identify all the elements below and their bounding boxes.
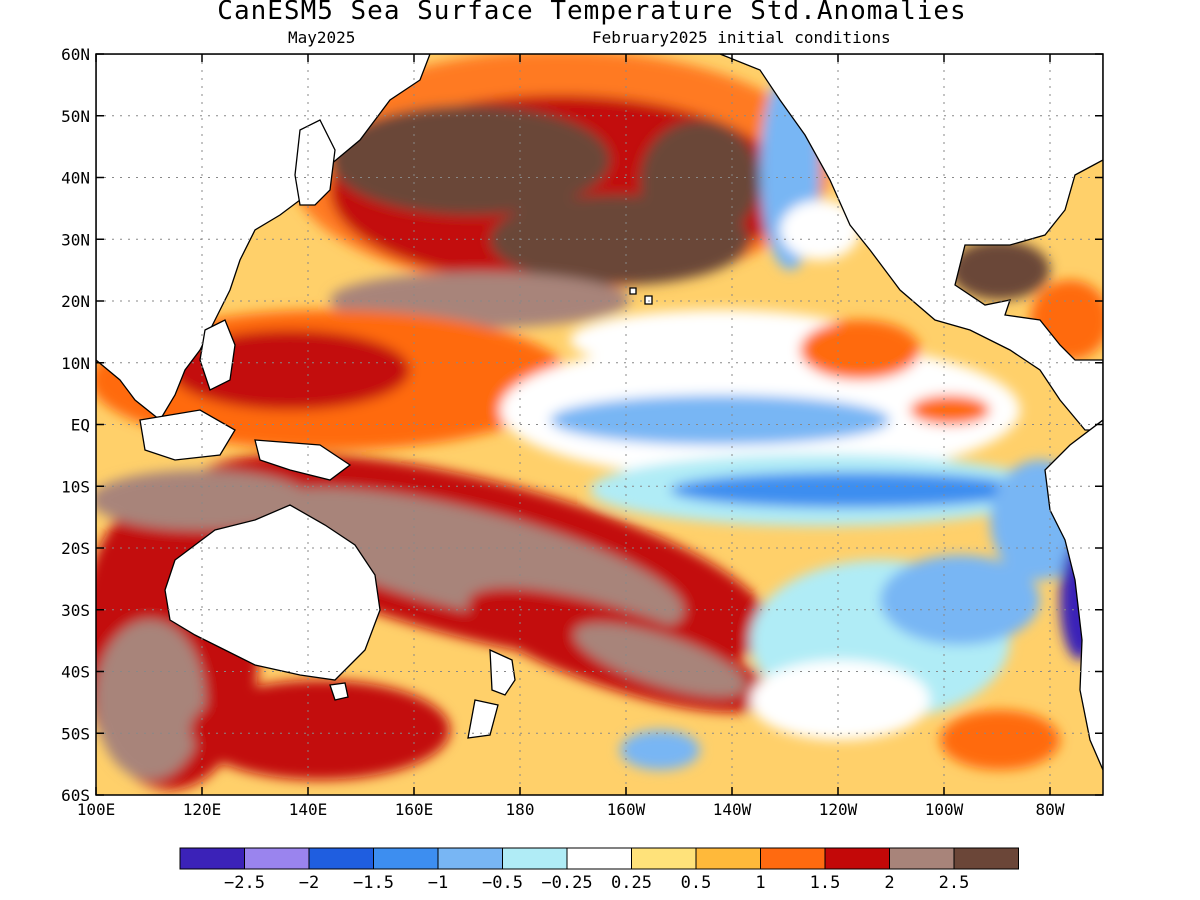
colorbar-label: −1.5 bbox=[353, 873, 394, 893]
initial-conditions-label: February2025 initial conditions bbox=[592, 28, 891, 47]
lon-tick-label: 160W bbox=[607, 800, 646, 819]
lat-tick-label: 60S bbox=[61, 786, 90, 805]
colorbar-swatch bbox=[760, 847, 826, 870]
colorbar-swatch bbox=[437, 847, 503, 870]
colorbar-swatch bbox=[179, 847, 245, 870]
lat-tick-label: EQ bbox=[71, 416, 90, 435]
anomaly-field bbox=[96, 54, 1103, 795]
colorbar-label: 1 bbox=[755, 873, 765, 893]
lat-tick-label: 40S bbox=[61, 663, 90, 682]
colorbar-label: 0.5 bbox=[681, 873, 712, 893]
longitude-axis: 100E 120E 140E 160E 180 160W 140W 120W 100W 80W bbox=[77, 54, 1065, 819]
lon-tick-label: 140E bbox=[289, 800, 328, 819]
forecast-month-label: May2025 bbox=[288, 28, 356, 47]
colorbar-label: 2.5 bbox=[939, 873, 970, 893]
lat-tick-label: 60N bbox=[61, 45, 90, 64]
land-masses bbox=[96, 54, 1103, 771]
lat-tick-label: 40N bbox=[61, 169, 90, 188]
colorbar-swatch bbox=[373, 847, 439, 870]
colorbar-label: 2 bbox=[884, 873, 894, 893]
colorbar-swatch bbox=[953, 847, 1019, 870]
colorbar: −2.5 −2 −1.5 −1 −0.5 −0.25 0.25 0.5 1 1.5 2 2.5 bbox=[179, 847, 1019, 893]
colorbar-swatch bbox=[308, 847, 374, 870]
lat-tick-label: 10N bbox=[61, 354, 90, 373]
grid-lines bbox=[96, 54, 1103, 795]
map-title: CanESM5 Sea Surface Temperature Std.Anom… bbox=[217, 0, 967, 26]
colorbar-swatch bbox=[824, 847, 890, 870]
colorbar-label: −1 bbox=[428, 873, 448, 893]
lon-tick-label: 140W bbox=[713, 800, 752, 819]
lat-tick-label: 10S bbox=[61, 477, 90, 496]
colorbar-swatch bbox=[631, 847, 697, 870]
lon-tick-label: 100W bbox=[925, 800, 964, 819]
lon-tick-label: 160E bbox=[395, 800, 434, 819]
latitude-axis: 60N 50N 40N 30N 20N 10N EQ 10S 20S 30S 40S 50S 60S bbox=[61, 45, 1103, 805]
colorbar-swatch bbox=[889, 847, 955, 870]
colorbar-label: 1.5 bbox=[810, 873, 841, 893]
lon-tick-label: 120E bbox=[183, 800, 222, 819]
lat-tick-label: 20N bbox=[61, 292, 90, 311]
colorbar-swatch bbox=[502, 847, 568, 870]
lat-tick-label: 50S bbox=[61, 724, 90, 743]
colorbar-label: −2.5 bbox=[224, 873, 265, 893]
colorbar-label: −0.25 bbox=[541, 873, 592, 893]
lon-tick-label: 120W bbox=[819, 800, 858, 819]
colorbar-label: −0.5 bbox=[482, 873, 523, 893]
colorbar-swatch bbox=[566, 847, 632, 870]
colorbar-label: 0.25 bbox=[611, 873, 652, 893]
lon-tick-label: 100E bbox=[77, 800, 116, 819]
lon-tick-label: 180 bbox=[506, 800, 535, 819]
colorbar-swatch bbox=[695, 847, 761, 870]
lat-tick-label: 30N bbox=[61, 230, 90, 249]
lat-tick-label: 20S bbox=[61, 539, 90, 558]
lat-tick-label: 50N bbox=[61, 107, 90, 126]
lat-tick-label: 30S bbox=[61, 601, 90, 620]
colorbar-swatch bbox=[244, 847, 310, 870]
colorbar-label: −2 bbox=[299, 873, 319, 893]
lon-tick-label: 80W bbox=[1036, 800, 1065, 819]
